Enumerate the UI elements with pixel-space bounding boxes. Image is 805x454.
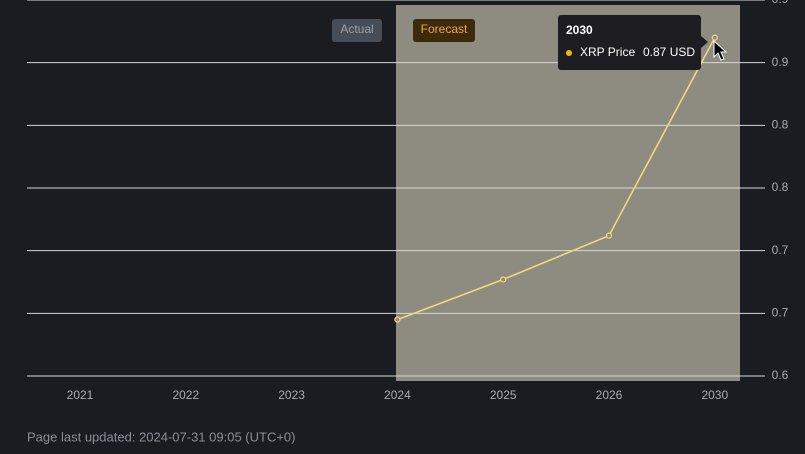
data-point [500, 276, 507, 283]
y-tick-label: 0.7 [772, 306, 789, 320]
y-tick-label: 0.9 [772, 0, 789, 6]
tooltip-title: 2030 [566, 23, 593, 37]
x-tick-label: 2030 [701, 388, 728, 402]
x-tick-label: 2021 [67, 388, 94, 402]
cursor [713, 39, 728, 61]
y-tick-label: 0.6 [772, 368, 789, 382]
x-tick-label: 2025 [490, 388, 517, 402]
y-tick-label: 0.7 [772, 243, 789, 257]
data-point [394, 316, 401, 323]
footer: Page last updated: 2024-07-31 09:05 (UTC… [27, 429, 295, 444]
y-tick-label: 0.8 [772, 118, 789, 132]
data-point [605, 232, 613, 239]
tooltip-box [558, 15, 701, 70]
forecast-toggle[interactable] [413, 19, 475, 42]
tooltip-series: XRP Price [580, 45, 635, 59]
series-line [397, 37, 716, 321]
data-point [711, 34, 718, 41]
x-tick-label: 2026 [596, 388, 623, 402]
actual-toggle[interactable] [332, 19, 382, 42]
plot [394, 34, 718, 323]
x-tick-label: 2024 [384, 388, 411, 402]
tooltip-value: 0.87 USD [643, 45, 695, 59]
actual-toggle-label[interactable]: Actual [340, 22, 373, 36]
forecast-toggle-label[interactable]: Forecast [421, 22, 468, 36]
y-tick-label: 0.9 [772, 55, 789, 69]
x-tick-label: 2022 [172, 388, 199, 402]
tooltip-dot [566, 50, 572, 56]
y-tick-label: 0.8 [772, 180, 789, 194]
tooltip: 2030 XRP Price 0.87 USD [558, 15, 708, 70]
tooltip-arrow [701, 36, 708, 48]
x-tick-label: 2023 [278, 388, 305, 402]
